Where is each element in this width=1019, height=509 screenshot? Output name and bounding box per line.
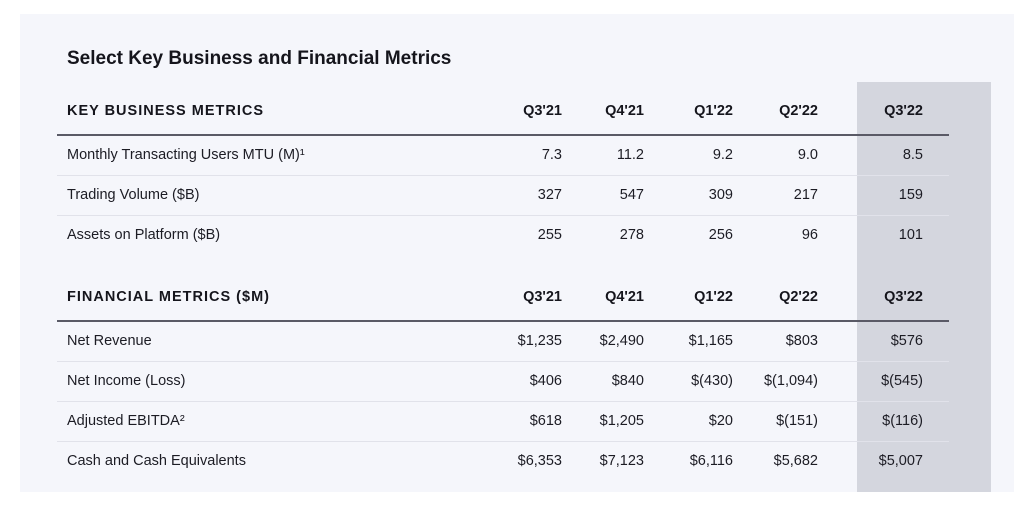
- column-header: Q2'22: [733, 274, 818, 322]
- column-header-current: Q3'22: [818, 88, 949, 136]
- cell-value: 217: [733, 175, 818, 216]
- cell-value: $1,165: [644, 321, 733, 362]
- cell-value: 96: [801, 227, 818, 244]
- column-header: Q2'22: [733, 88, 818, 136]
- cell-value: $6,116: [689, 453, 733, 470]
- section-heading: FINANCIAL METRICS ($M): [57, 274, 502, 322]
- cell-value: 255: [537, 227, 562, 244]
- cell-value: 547: [562, 175, 644, 216]
- cell-value-current: $(116): [818, 401, 949, 442]
- cell-value: 11.2: [562, 135, 644, 176]
- cell-value: $1,235: [502, 321, 562, 362]
- cell-value: $406: [502, 361, 562, 402]
- cell-value: $6,353: [517, 453, 562, 470]
- cell-value: $7,123: [599, 453, 644, 470]
- table-row: Assets on Platform ($B) 255 278 256 96 1…: [57, 215, 949, 255]
- table-row: Adjusted EBITDA² $618 $1,205 $20 $(151) …: [57, 401, 949, 442]
- row-label: Cash and Cash Equivalents: [67, 453, 246, 470]
- table-row: Monthly Transacting Users MTU (M)¹ 7.3 1…: [57, 135, 949, 176]
- row-label: Net Revenue: [57, 321, 502, 362]
- cell-value: 327: [502, 175, 562, 216]
- row-label: Trading Volume ($B): [57, 175, 502, 216]
- row-label: Assets on Platform ($B): [67, 227, 221, 244]
- table-header-row: FINANCIAL METRICS ($M) Q3'21 Q4'21 Q1'22…: [57, 274, 949, 322]
- column-header: Q1'22: [644, 88, 733, 136]
- cell-value: $840: [562, 361, 644, 402]
- row-label: Adjusted EBITDA²: [57, 401, 502, 442]
- table-header-row: KEY BUSINESS METRICS Q3'21 Q4'21 Q1'22 Q…: [57, 88, 949, 136]
- column-header: Q4'21: [562, 274, 644, 322]
- column-header: Q3'21: [502, 88, 562, 136]
- cell-value: $1,205: [562, 401, 644, 442]
- column-header: Q1'22: [644, 274, 733, 322]
- key-business-metrics-table: KEY BUSINESS METRICS Q3'21 Q4'21 Q1'22 Q…: [57, 88, 949, 255]
- financial-metrics-table: FINANCIAL METRICS ($M) Q3'21 Q4'21 Q1'22…: [57, 274, 949, 481]
- cell-value: 7.3: [502, 135, 562, 176]
- row-label: Monthly Transacting Users MTU (M)¹: [57, 135, 502, 176]
- table-row: Net Revenue $1,235 $2,490 $1,165 $803 $5…: [57, 321, 949, 362]
- cell-value: $5,682: [773, 453, 818, 470]
- cell-value: 256: [708, 227, 733, 244]
- cell-value: $(1,094): [733, 361, 818, 402]
- cell-value-current: 8.5: [818, 135, 949, 176]
- cell-value: 9.0: [733, 135, 818, 176]
- column-header-current: Q3'22: [818, 274, 949, 322]
- cell-value: 278: [619, 227, 644, 244]
- table-row: Cash and Cash Equivalents $6,353 $7,123 …: [57, 441, 949, 481]
- cell-value-current: $5,007: [878, 453, 923, 470]
- cell-value: 9.2: [644, 135, 733, 176]
- cell-value-current: $576: [818, 321, 949, 362]
- cell-value: $2,490: [562, 321, 644, 362]
- cell-value-current: 101: [898, 227, 923, 244]
- cell-value: $20: [644, 401, 733, 442]
- column-header: Q4'21: [562, 88, 644, 136]
- cell-value: $803: [733, 321, 818, 362]
- table-row: Trading Volume ($B) 327 547 309 217 159: [57, 175, 949, 216]
- cell-value: 309: [644, 175, 733, 216]
- cell-value-current: 159: [818, 175, 949, 216]
- cell-value-current: $(545): [818, 361, 949, 402]
- cell-value: $618: [502, 401, 562, 442]
- cell-value: $(430): [644, 361, 733, 402]
- column-header: Q3'21: [502, 274, 562, 322]
- page-title: Select Key Business and Financial Metric…: [67, 48, 452, 69]
- cell-value: $(151): [733, 401, 818, 442]
- row-label: Net Income (Loss): [57, 361, 502, 402]
- section-heading: KEY BUSINESS METRICS: [57, 88, 502, 136]
- table-row: Net Income (Loss) $406 $840 $(430) $(1,0…: [57, 361, 949, 402]
